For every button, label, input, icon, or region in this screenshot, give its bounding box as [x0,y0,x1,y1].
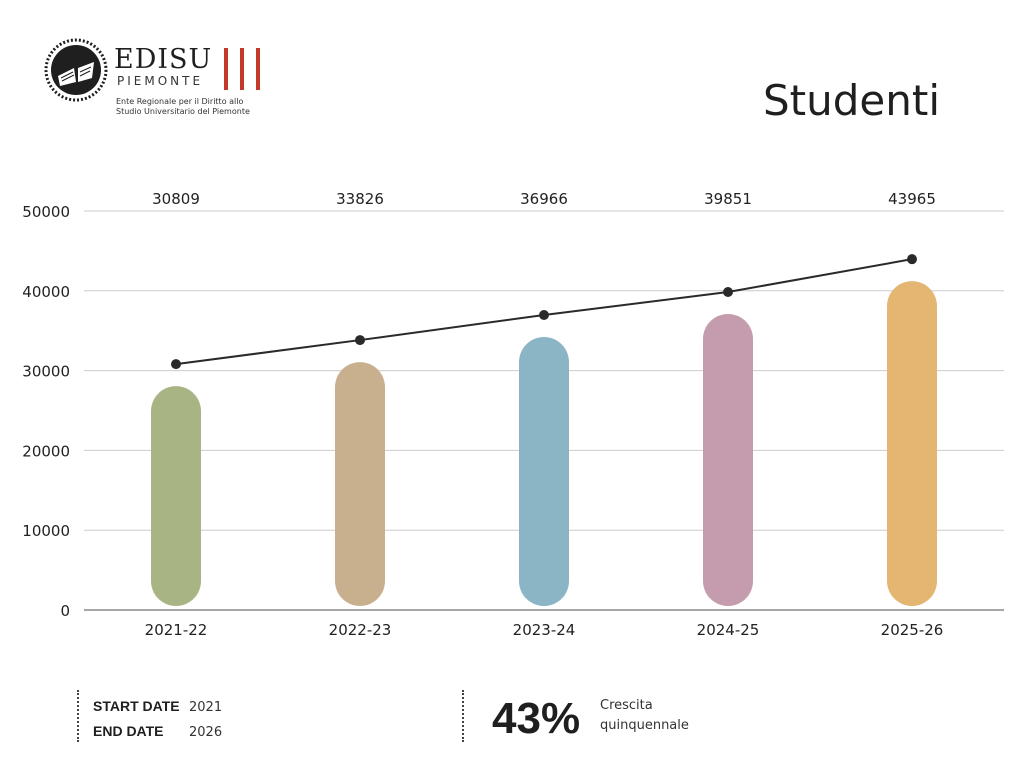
x-tick-label: 2023-24 [513,621,576,639]
page-title: Studenti [762,76,940,126]
line-point [723,286,733,297]
bar [151,386,201,606]
students-chart: 0 10000 20000 30000 40000 50000 30809 33826 3696… [22,190,1004,639]
bar [335,362,385,606]
edisu-logo: EDISU PIEMONTE Ente Regionale per il Dir… [44,38,284,120]
data-label: 36966 [520,190,568,208]
data-label: 39851 [704,190,752,208]
start-date-value: 2021 [189,700,223,715]
line-point [539,310,549,321]
x-tick-label: 2025-26 [881,621,944,639]
x-tick-label: 2024-25 [697,621,760,639]
end-date-label: END DATE [93,723,164,739]
y-tick-label: 50000 [22,203,70,221]
growth-label-line1: Crescita [600,698,653,713]
logo-bars-icon [224,48,260,90]
logo-region: PIEMONTE [117,74,204,88]
x-tick-label: 2021-22 [145,621,208,639]
data-label: 33826 [336,190,384,208]
growth-label: Crescita quinquennale [600,696,720,736]
logo-description: Ente Regionale per il Diritto allo Studi… [116,97,286,117]
end-date-row: END DATE 2026 [93,723,222,741]
x-tick-label: 2022-23 [329,621,392,639]
growth-value: 43% [492,694,581,743]
logo-description-line2: Studio Universitario del Piemonte [116,107,250,116]
logo-description-line1: Ente Regionale per il Diritto allo [116,97,244,106]
line-point [171,359,181,370]
y-tick-label: 40000 [22,283,70,301]
y-tick-label: 10000 [22,522,70,540]
y-tick-label: 0 [60,602,70,620]
start-date-label: START DATE [93,698,180,714]
bar [519,337,569,606]
line-point [907,254,917,265]
growth-summary: 43% Crescita quinquennale [462,690,764,743]
data-label: 30809 [152,190,200,208]
end-date-value: 2026 [189,725,223,740]
logo-wordmark: EDISU [114,44,213,75]
y-tick-label: 30000 [22,363,70,381]
y-tick-label: 20000 [22,442,70,460]
start-date-row: START DATE 2021 [93,698,222,716]
data-label: 43965 [888,190,936,208]
growth-label-line2: quinquennale [600,718,689,733]
bar [703,313,753,606]
bar [887,281,937,606]
seal-book-icon [44,38,108,102]
date-range: START DATE 2021 END DATE 2026 [77,690,299,742]
line-point [355,335,365,346]
